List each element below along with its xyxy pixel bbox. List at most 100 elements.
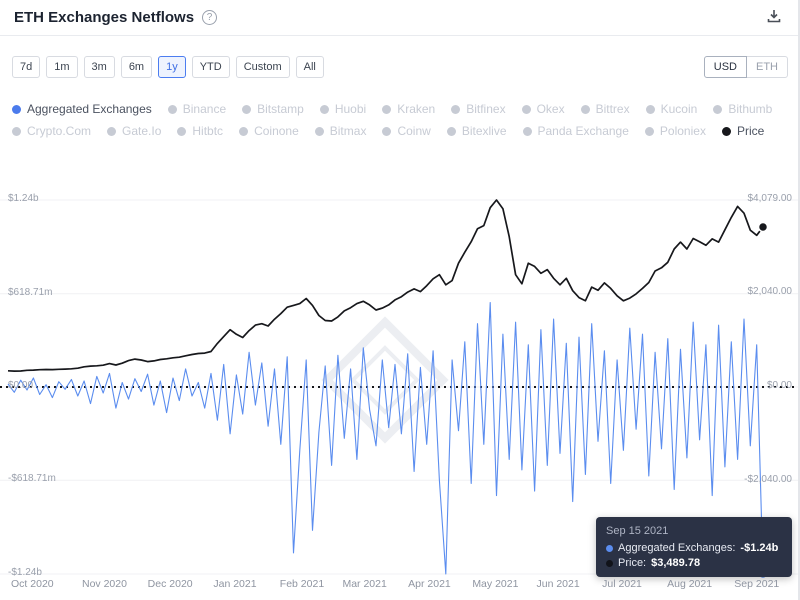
legend-item-poloniex[interactable]: Poloniex — [644, 124, 706, 138]
legend-dot — [107, 126, 117, 136]
x-axis-label: May 2021 — [472, 578, 519, 590]
legend-label: Price — [736, 124, 765, 138]
legend-label: Poloniex — [659, 124, 706, 138]
legend-item-bittrex[interactable]: Bittrex — [580, 102, 630, 116]
legend-label: Aggregated Exchanges — [27, 102, 152, 116]
range-ytd[interactable]: YTD — [191, 56, 230, 78]
legend-label: Bitexlive — [461, 124, 507, 138]
legend-item-bitmax[interactable]: Bitmax — [314, 124, 367, 138]
legend-label: Kraken — [397, 102, 436, 116]
legend-item-hitbtc[interactable]: Hitbtc — [177, 124, 223, 138]
series-aggregated-exchanges — [7, 301, 764, 575]
legend-dot — [521, 104, 531, 114]
x-axis-label: Jan 2021 — [213, 578, 257, 590]
range-6m[interactable]: 6m — [120, 56, 153, 78]
range-all[interactable]: All — [295, 56, 324, 78]
legend-label: Bitmax — [329, 124, 367, 138]
legend-label: Coinw — [397, 124, 431, 138]
currency-usd[interactable]: USD — [703, 56, 747, 78]
tooltip-row: Price: $3,489.78 — [606, 557, 782, 569]
legend-item-crypto-com[interactable]: Crypto.Com — [12, 124, 91, 138]
legend-label: Hitbtc — [192, 124, 224, 138]
legend-dot — [645, 104, 655, 114]
legend-label: Bitstamp — [257, 102, 304, 116]
page-title: ETH Exchanges Netflows — [14, 9, 195, 26]
legend-dot — [177, 126, 187, 136]
y-axis-label-right: $4,079.00 — [747, 193, 793, 204]
y-axis-label-left: $1.24b — [8, 193, 39, 204]
legend: Aggregated Exchanges Binance Bitstamp Huobi… — [0, 86, 798, 138]
legend-item-huobi[interactable]: Huobi — [319, 102, 367, 116]
series-price — [7, 199, 764, 372]
legend-item-coinone[interactable]: Coinone — [239, 124, 299, 138]
legend-item-okex[interactable]: Okex — [521, 102, 565, 116]
legend-dot — [167, 104, 177, 114]
tooltip-row: Aggregated Exchanges: -$1.24b — [606, 542, 782, 554]
download-icon — [766, 10, 782, 27]
x-axis-label: Nov 2020 — [81, 578, 127, 590]
help-icon[interactable]: ? — [202, 10, 218, 25]
range-7d[interactable]: 7d — [12, 56, 41, 78]
legend-dot — [314, 126, 324, 136]
range-custom[interactable]: Custom — [235, 56, 290, 78]
y-axis-label-left: -$618.71m — [8, 473, 56, 485]
y-axis-label-left: $0.00 — [8, 380, 34, 391]
download-button[interactable] — [764, 6, 784, 29]
chart-area[interactable]: Sep 15 2021 Aggregated Exchanges: -$1.24… — [0, 170, 798, 594]
legend-item-bitexlive[interactable]: Bitexlive — [446, 124, 507, 138]
currency-eth[interactable]: ETH — [746, 56, 788, 78]
x-axis-label: Feb 2021 — [279, 578, 325, 590]
legend-dot — [446, 126, 456, 136]
tooltip-label: Aggregated Exchanges: — [618, 542, 736, 554]
x-axis-label: Mar 2021 — [342, 578, 387, 590]
legend-dot — [580, 104, 590, 114]
header: ETH Exchanges Netflows ? — [0, 0, 798, 36]
legend-dot — [644, 126, 654, 136]
range-3m[interactable]: 3m — [83, 56, 115, 78]
range-1m[interactable]: 1m — [46, 56, 78, 78]
legend-item-coinw[interactable]: Coinw — [382, 124, 431, 138]
legend-label: Bittrex — [595, 102, 630, 116]
series-end-marker-price — [757, 221, 769, 233]
legend-item-bitstamp[interactable]: Bitstamp — [242, 102, 304, 116]
legend-item-bithumb[interactable]: Bithumb — [713, 102, 772, 116]
legend-label: Binance — [182, 102, 227, 116]
x-axis-label: Apr 2021 — [408, 578, 451, 590]
legend-dot — [382, 126, 392, 136]
legend-label: Coinone — [254, 124, 299, 138]
x-axis-label: Aug 2021 — [667, 578, 713, 590]
range-selector: 7d 1m 3m 6m 1y YTD Custom All — [12, 56, 324, 78]
legend-dot — [382, 104, 392, 114]
legend-item-binance[interactable]: Binance — [167, 102, 227, 116]
legend-item-panda-exchange[interactable]: Panda Exchange — [522, 124, 629, 138]
legend-dot — [713, 104, 723, 114]
y-axis-label-right: $2,040.00 — [747, 286, 793, 298]
tooltip-value: $3,489.78 — [651, 557, 701, 569]
legend-item-kucoin[interactable]: Kucoin — [645, 102, 697, 116]
legend-dot — [12, 126, 21, 136]
legend-item-kraken[interactable]: Kraken — [382, 102, 435, 116]
chart-tooltip: Sep 15 2021 Aggregated Exchanges: -$1.24… — [596, 517, 792, 577]
legend-dot — [319, 104, 329, 114]
y-axis-label-right: $0.00 — [766, 380, 792, 391]
legend-item-aggregated-exchanges[interactable]: Aggregated Exchanges — [12, 102, 152, 116]
legend-item-bitfinex[interactable]: Bitfinex — [451, 102, 506, 116]
legend-dot — [522, 126, 532, 136]
tooltip-date: Sep 15 2021 — [606, 525, 669, 537]
tooltip-value: -$1.24b — [740, 542, 779, 554]
series-dot — [606, 544, 613, 552]
legend-dot — [721, 126, 731, 136]
y-axis-label-right: -$2,040.00 — [744, 473, 792, 485]
legend-label: Okex — [536, 102, 565, 116]
legend-item-gate-io[interactable]: Gate.Io — [107, 124, 161, 138]
x-axis-label: Jun 2021 — [536, 578, 580, 590]
legend-dot — [239, 126, 249, 136]
legend-label: Bitfinex — [466, 102, 506, 116]
legend-label: Gate.Io — [122, 124, 162, 138]
y-axis-label-left: -$1.24b — [8, 567, 42, 578]
legend-item-price[interactable]: Price — [721, 124, 765, 138]
legend-label: Huobi — [334, 102, 367, 116]
currency-toggle: USD ETH — [703, 56, 788, 78]
range-1y[interactable]: 1y — [158, 56, 186, 78]
